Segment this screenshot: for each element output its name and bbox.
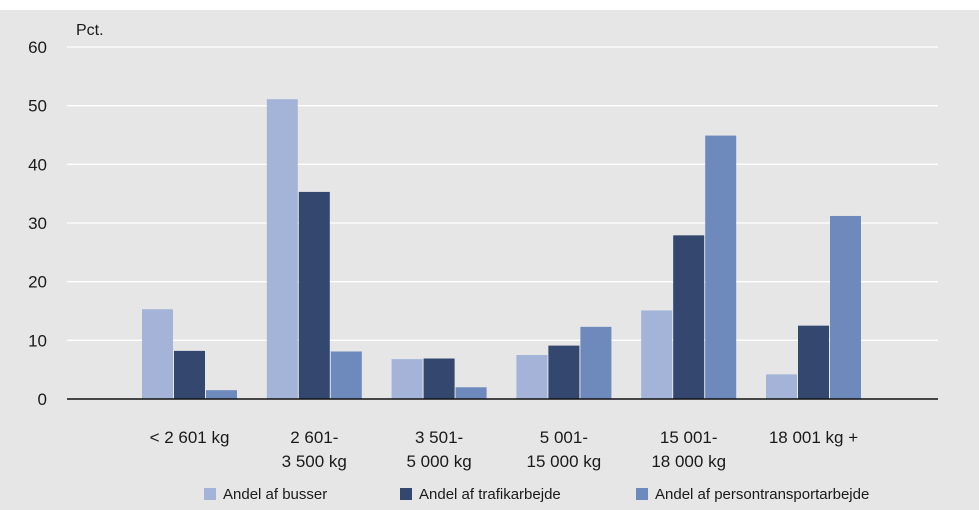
y-tick-label: 0	[38, 390, 47, 409]
x-category-label: 5 001-	[540, 428, 588, 447]
y-axis-ticks: 0 10 20 30 40 50 60	[28, 38, 47, 409]
bar	[391, 359, 423, 399]
bar	[830, 215, 861, 399]
x-category-label: 5 000 kg	[406, 452, 471, 471]
bar	[766, 374, 797, 399]
bar	[142, 309, 173, 399]
bar	[548, 345, 580, 399]
y-tick-label: 60	[28, 38, 47, 57]
bar	[455, 387, 487, 399]
y-tick-label: 30	[28, 214, 47, 233]
x-category-label: 15 000 kg	[527, 452, 602, 471]
bar	[580, 326, 612, 399]
bar	[174, 350, 205, 399]
y-tick-label: 20	[28, 273, 47, 292]
x-category-label: 3 500 kg	[282, 452, 347, 471]
y-unit-label: Pct.	[76, 22, 104, 39]
y-tick-label: 50	[28, 97, 47, 116]
x-category-label: 18 001 kg +	[769, 428, 858, 447]
x-axis-category-labels: < 2 601 kg 2 601- 3 500 kg 3 501- 5 000 kg 5 …	[150, 428, 859, 471]
bar	[206, 390, 237, 399]
bar	[423, 358, 455, 399]
bar	[641, 310, 673, 399]
x-category-label: 3 501-	[415, 428, 463, 447]
x-category-label: 18 000 kg	[651, 452, 726, 471]
x-category-label: 15 001-	[660, 428, 718, 447]
chart-background	[0, 10, 979, 510]
bar	[798, 325, 829, 399]
bar	[705, 135, 737, 399]
bar	[298, 191, 330, 399]
bar	[673, 235, 705, 399]
legend-label: Andel af trafikarbejde	[419, 486, 561, 503]
y-tick-label: 40	[28, 155, 47, 174]
x-category-label: < 2 601 kg	[150, 428, 230, 447]
y-tick-label: 10	[28, 331, 47, 350]
legend-label: Andel af busser	[223, 486, 327, 503]
bars	[142, 99, 861, 400]
gridlines	[67, 46, 938, 341]
legend: Andel af busser Andel af trafikarbejde And…	[204, 486, 869, 503]
legend-swatch	[636, 488, 648, 500]
legend-swatch	[204, 488, 216, 500]
legend-swatch	[400, 488, 412, 500]
bar	[330, 351, 362, 399]
bar	[266, 99, 298, 400]
legend-label: Andel af persontransportarbejde	[655, 486, 869, 503]
bar	[516, 355, 548, 399]
x-category-label: 2 601-	[290, 428, 338, 447]
